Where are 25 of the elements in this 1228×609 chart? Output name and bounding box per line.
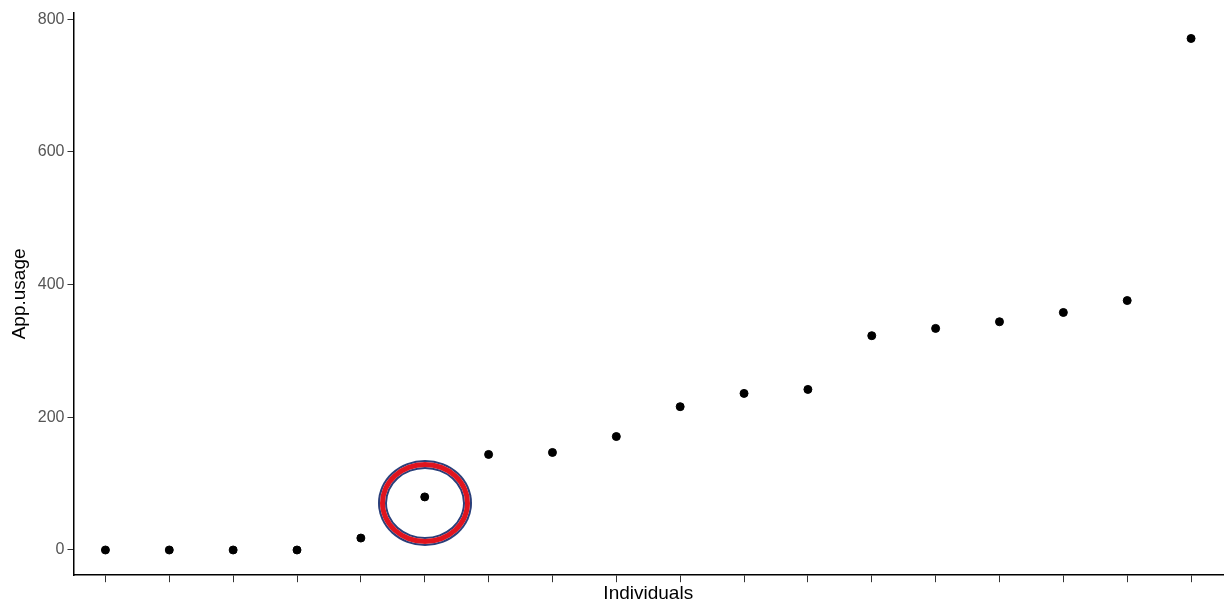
point <box>164 545 174 555</box>
y-axis-title: App.usage <box>7 248 29 340</box>
point <box>292 545 302 555</box>
point <box>1058 307 1068 317</box>
y-tick-label: 0 <box>55 540 65 558</box>
y-tick-label: 400 <box>37 275 65 293</box>
point <box>1122 296 1132 306</box>
point <box>420 492 430 502</box>
y-tick-label: 600 <box>37 142 65 160</box>
point <box>994 317 1004 327</box>
point <box>931 323 941 333</box>
point <box>867 331 877 341</box>
point <box>611 432 621 442</box>
y-tick-label: 200 <box>37 407 65 425</box>
x-axis-title: Individuals <box>603 581 694 603</box>
point <box>547 447 557 457</box>
point <box>675 402 685 412</box>
y-tick-label: 800 <box>37 9 65 27</box>
point <box>484 449 494 459</box>
point <box>803 384 813 394</box>
point <box>100 545 110 555</box>
point <box>1186 33 1196 43</box>
point <box>356 533 366 543</box>
point <box>228 545 238 555</box>
point <box>739 388 749 398</box>
